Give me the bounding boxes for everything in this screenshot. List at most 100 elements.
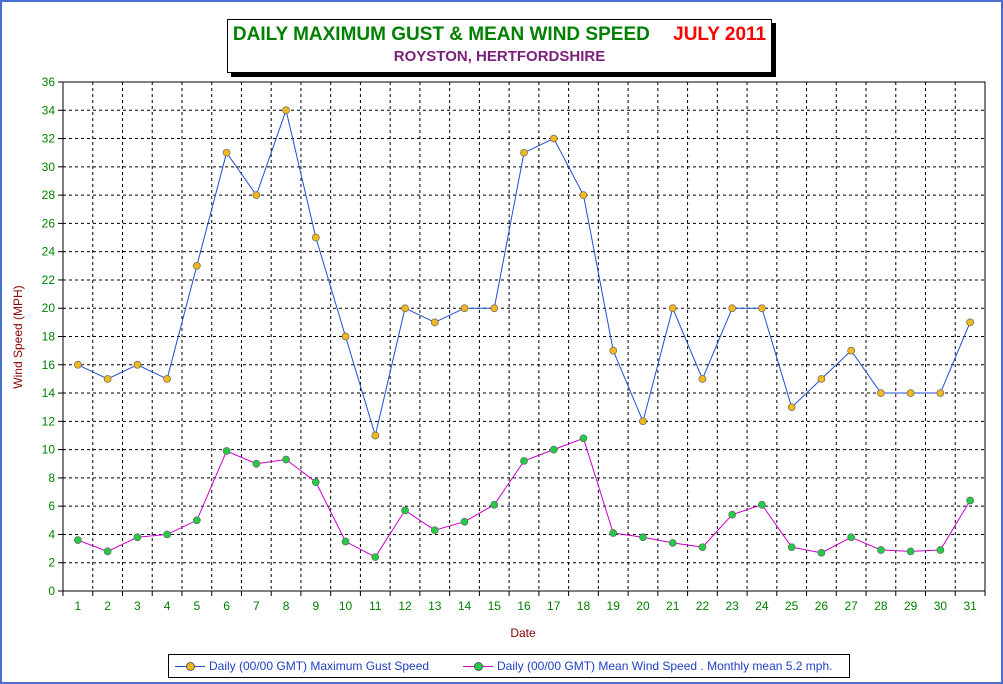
legend-mean-swatch <box>463 660 493 672</box>
series-point-mean <box>966 496 974 505</box>
chart-title-box: DAILY MAXIMUM GUST & MEAN WIND SPEED JUL… <box>227 19 772 73</box>
series-point-mean <box>787 543 796 552</box>
x-tick-label: 27 <box>844 599 858 613</box>
x-tick-label: 13 <box>428 599 442 613</box>
series-point-gust <box>639 417 647 426</box>
legend: Daily (00/00 GMT) Maximum Gust Speed Dai… <box>168 654 850 678</box>
series-point-mean <box>520 457 528 465</box>
series-point-mean <box>728 510 737 519</box>
series-point-mean <box>609 529 618 537</box>
series-point-mean <box>639 533 647 542</box>
series-point-gust <box>787 403 796 412</box>
y-tick-label: 6 <box>48 499 55 513</box>
series-point-mean <box>817 548 826 557</box>
legend-gust-swatch <box>175 660 205 672</box>
x-tick-label: 18 <box>577 599 591 613</box>
series-point-gust <box>668 304 677 313</box>
x-tick-label: 28 <box>874 599 888 613</box>
series-point-gust <box>728 304 737 313</box>
y-tick-label: 2 <box>48 556 55 570</box>
series-point-gust <box>133 360 142 369</box>
series-point-mean <box>282 455 290 464</box>
x-tick-label: 21 <box>666 599 680 613</box>
x-tick-label: 24 <box>755 599 769 613</box>
series-point-gust <box>490 304 499 313</box>
y-tick-label: 36 <box>42 75 56 89</box>
x-tick-label: 23 <box>726 599 740 613</box>
series-point-gust <box>579 191 588 199</box>
series-point-mean <box>252 459 261 468</box>
series-point-mean <box>401 506 409 515</box>
series-point-mean <box>936 546 945 554</box>
series-point-gust <box>460 304 469 313</box>
y-tick-label: 10 <box>42 443 56 457</box>
y-tick-label: 30 <box>42 160 56 174</box>
series-point-mean <box>847 533 856 542</box>
x-tick-label: 11 <box>369 599 382 613</box>
series-point-gust <box>163 375 171 383</box>
series-point-mean <box>668 539 677 547</box>
y-tick-label: 32 <box>42 132 56 146</box>
series-point-gust <box>936 389 945 397</box>
x-tick-label: 26 <box>815 599 829 613</box>
chart-title: DAILY MAXIMUM GUST & MEAN WIND SPEED <box>232 24 650 45</box>
series-point-gust <box>311 233 320 242</box>
y-tick-label: 20 <box>42 301 56 315</box>
y-tick-label: 24 <box>42 245 56 259</box>
series-point-gust <box>520 148 528 157</box>
x-tick-label: 14 <box>458 599 472 613</box>
legend-item-gust: Daily (00/00 GMT) Maximum Gust Speed <box>175 659 429 673</box>
x-tick-label: 3 <box>134 599 141 613</box>
x-tick-label: 25 <box>785 599 799 613</box>
series-point-gust <box>252 191 261 199</box>
series-point-mean <box>163 530 171 539</box>
legend-gust-label: Daily (00/00 GMT) Maximum Gust Speed <box>209 659 430 673</box>
y-tick-label: 18 <box>42 330 56 344</box>
series-layer <box>74 106 974 561</box>
series-point-gust <box>698 375 707 383</box>
series-point-gust <box>758 304 766 313</box>
x-tick-label: 22 <box>696 599 710 613</box>
series-point-mean <box>311 478 320 486</box>
series-point-gust <box>341 332 350 341</box>
series-point-mean <box>103 547 112 556</box>
x-tick-label: 31 <box>963 599 977 613</box>
y-tick-label: 8 <box>48 471 55 485</box>
y-tick-label: 12 <box>42 414 56 428</box>
series-point-mean <box>460 517 469 526</box>
x-tick-label: 12 <box>398 599 412 613</box>
series-point-mean <box>133 533 142 542</box>
x-tick-label: 17 <box>547 599 561 613</box>
series-point-gust <box>282 106 290 115</box>
y-tick-label: 34 <box>42 103 56 117</box>
series-point-gust <box>103 375 112 383</box>
series-point-mean <box>222 447 231 455</box>
x-tick-label: 10 <box>339 599 353 613</box>
series-point-mean <box>579 434 588 443</box>
y-tick-label: 22 <box>42 273 56 287</box>
grid-layer <box>63 82 985 591</box>
y-tick-label: 0 <box>48 584 55 598</box>
y-tick-label: 4 <box>48 527 55 541</box>
legend-mean-label: Daily (00/00 GMT) Mean Wind Speed . Mont… <box>497 659 833 673</box>
series-point-mean <box>877 546 885 554</box>
x-tick-label: 15 <box>488 599 502 613</box>
x-tick-label: 6 <box>223 599 230 613</box>
series-point-mean <box>74 536 82 544</box>
x-tick-label: 29 <box>904 599 918 613</box>
series-point-gust <box>549 134 558 143</box>
x-tick-label: 5 <box>193 599 200 613</box>
series-point-mean <box>341 537 350 546</box>
x-tick-label: 9 <box>312 599 319 613</box>
series-point-mean <box>192 516 201 525</box>
x-tick-label: 30 <box>934 599 948 613</box>
series-point-mean <box>430 526 439 535</box>
series-point-gust <box>192 261 201 270</box>
series-line-gust <box>77 108 971 438</box>
x-axis-label: Date <box>510 626 536 640</box>
series-point-mean <box>549 445 558 454</box>
series-point-gust <box>609 346 618 355</box>
series-point-gust <box>401 304 409 313</box>
